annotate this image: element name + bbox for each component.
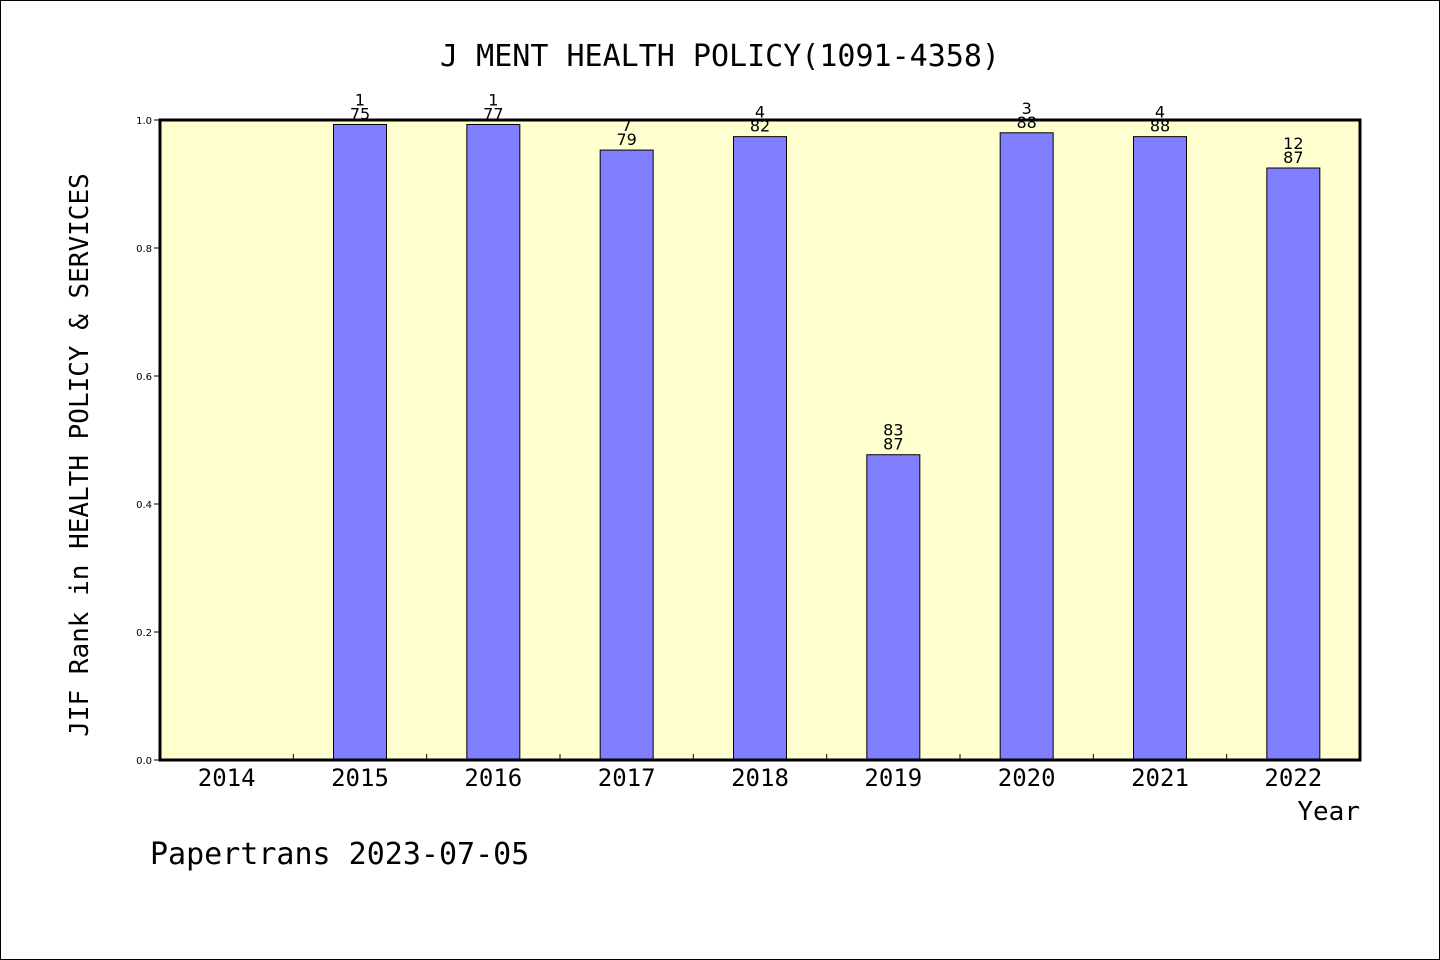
footer-text: Papertrans 2023-07-05 — [150, 837, 529, 872]
x-tick-label-2019: 2019 — [864, 764, 922, 792]
x-axis: 2014 2015 2016 2017 2018 2019 2020 2021 2022 — [198, 754, 1322, 792]
bar-label-total-2019: 87 — [883, 435, 903, 454]
bar-label-rank-2017: 7 — [622, 116, 632, 135]
bar-2018 — [733, 136, 787, 761]
bar-label-total-2017: 79 — [616, 130, 636, 149]
bar-label-total-2022: 87 — [1283, 148, 1303, 167]
chart-title: J MENT HEALTH POLICY(1091-4358) — [440, 39, 1000, 74]
plot-border — [158, 118, 1362, 762]
y-tick-label-1.0: 1.0 — [136, 116, 152, 127]
x-tick-label-2018: 2018 — [731, 764, 789, 792]
bars-group — [333, 123, 1321, 761]
bar-label-rank-2022: 12 — [1283, 134, 1303, 153]
y-tick-label-0.2: 0.2 — [136, 628, 152, 639]
x-tick-label-2015: 2015 — [331, 764, 389, 792]
x-tick-label-2021: 2021 — [1131, 764, 1189, 792]
x-tick-label-2017: 2017 — [598, 764, 656, 792]
y-tick-label-0.8: 0.8 — [136, 244, 152, 255]
bar-2016 — [466, 123, 521, 761]
y-tick-label-0.0: 0.0 — [136, 756, 152, 767]
y-tick-label-0.6: 0.6 — [136, 372, 152, 383]
x-tick-label-2020: 2020 — [998, 764, 1056, 792]
x-axis-label: Year — [1297, 797, 1360, 827]
x-tick-label-2022: 2022 — [1264, 764, 1322, 792]
bar-2015 — [333, 123, 387, 761]
bar-2021 — [1133, 136, 1187, 761]
bar-2022 — [1266, 167, 1321, 761]
bar-2019 — [866, 454, 921, 761]
bar-label-rank-2016: 1 — [488, 90, 498, 109]
y-tick-label-0.4: 0.4 — [136, 500, 152, 511]
bar-label-total-2020: 88 — [1016, 113, 1036, 132]
bar-label-rank-2018: 4 — [755, 103, 765, 122]
y-axis-label: JIF Rank in HEALTH POLICY & SERVICES — [65, 173, 95, 737]
bar-label-rank-2020: 3 — [1022, 99, 1032, 118]
bar-label-rank-2015: 1 — [355, 90, 365, 109]
bar-label-rank-2019: 83 — [883, 421, 903, 440]
x-tick-label-2014: 2014 — [198, 764, 256, 792]
bar-2017 — [599, 149, 654, 761]
x-tick-label-2016: 2016 — [464, 764, 522, 792]
bar-label-rank-2021: 4 — [1155, 103, 1165, 122]
bar-2020 — [999, 132, 1054, 761]
